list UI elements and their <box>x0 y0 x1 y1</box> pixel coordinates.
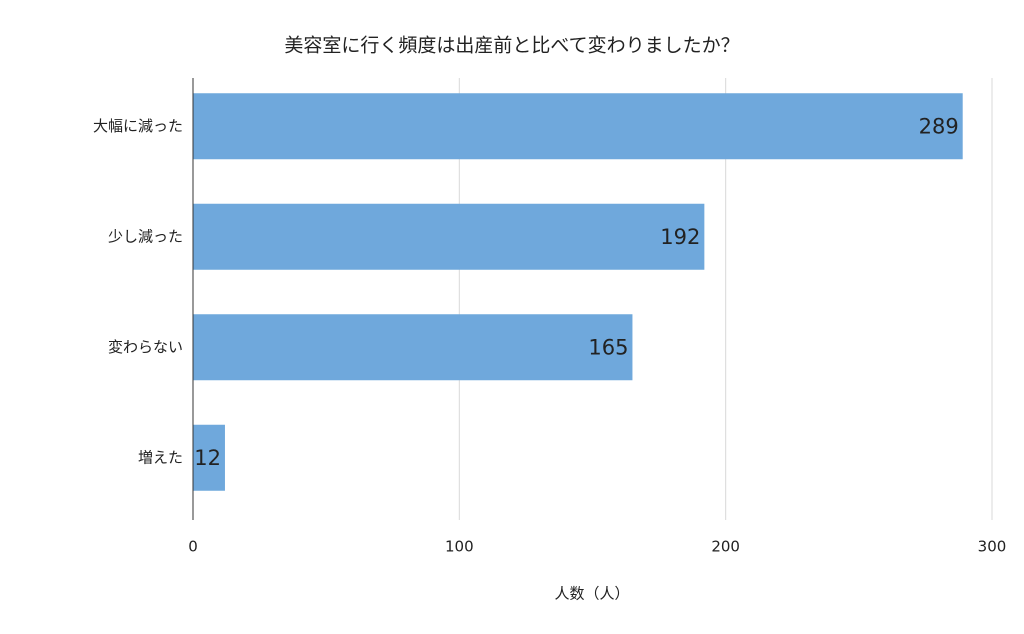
x-tick-label: 0 <box>188 538 198 556</box>
data-label: 12 <box>194 446 221 470</box>
data-label: 192 <box>660 225 700 249</box>
x-tick-label: 300 <box>978 538 1007 556</box>
data-label: 165 <box>588 335 628 359</box>
bar <box>193 314 633 381</box>
bar <box>193 93 963 160</box>
y-tick-label: 変わらない <box>108 338 183 356</box>
bar <box>193 424 225 491</box>
x-axis-title: 人数（人） <box>554 585 629 603</box>
x-tick-label: 200 <box>711 538 740 556</box>
bar <box>193 203 705 270</box>
data-label: 289 <box>919 114 959 138</box>
y-tick-label: 少し減った <box>108 227 183 245</box>
y-tick-label: 増えた <box>138 448 183 466</box>
x-tick-label: 100 <box>445 538 474 556</box>
chart-title: 美容室に行く頻度は出産前と比べて変わりましたか？ <box>284 35 739 57</box>
y-tick-label: 大幅に減った <box>93 117 183 135</box>
